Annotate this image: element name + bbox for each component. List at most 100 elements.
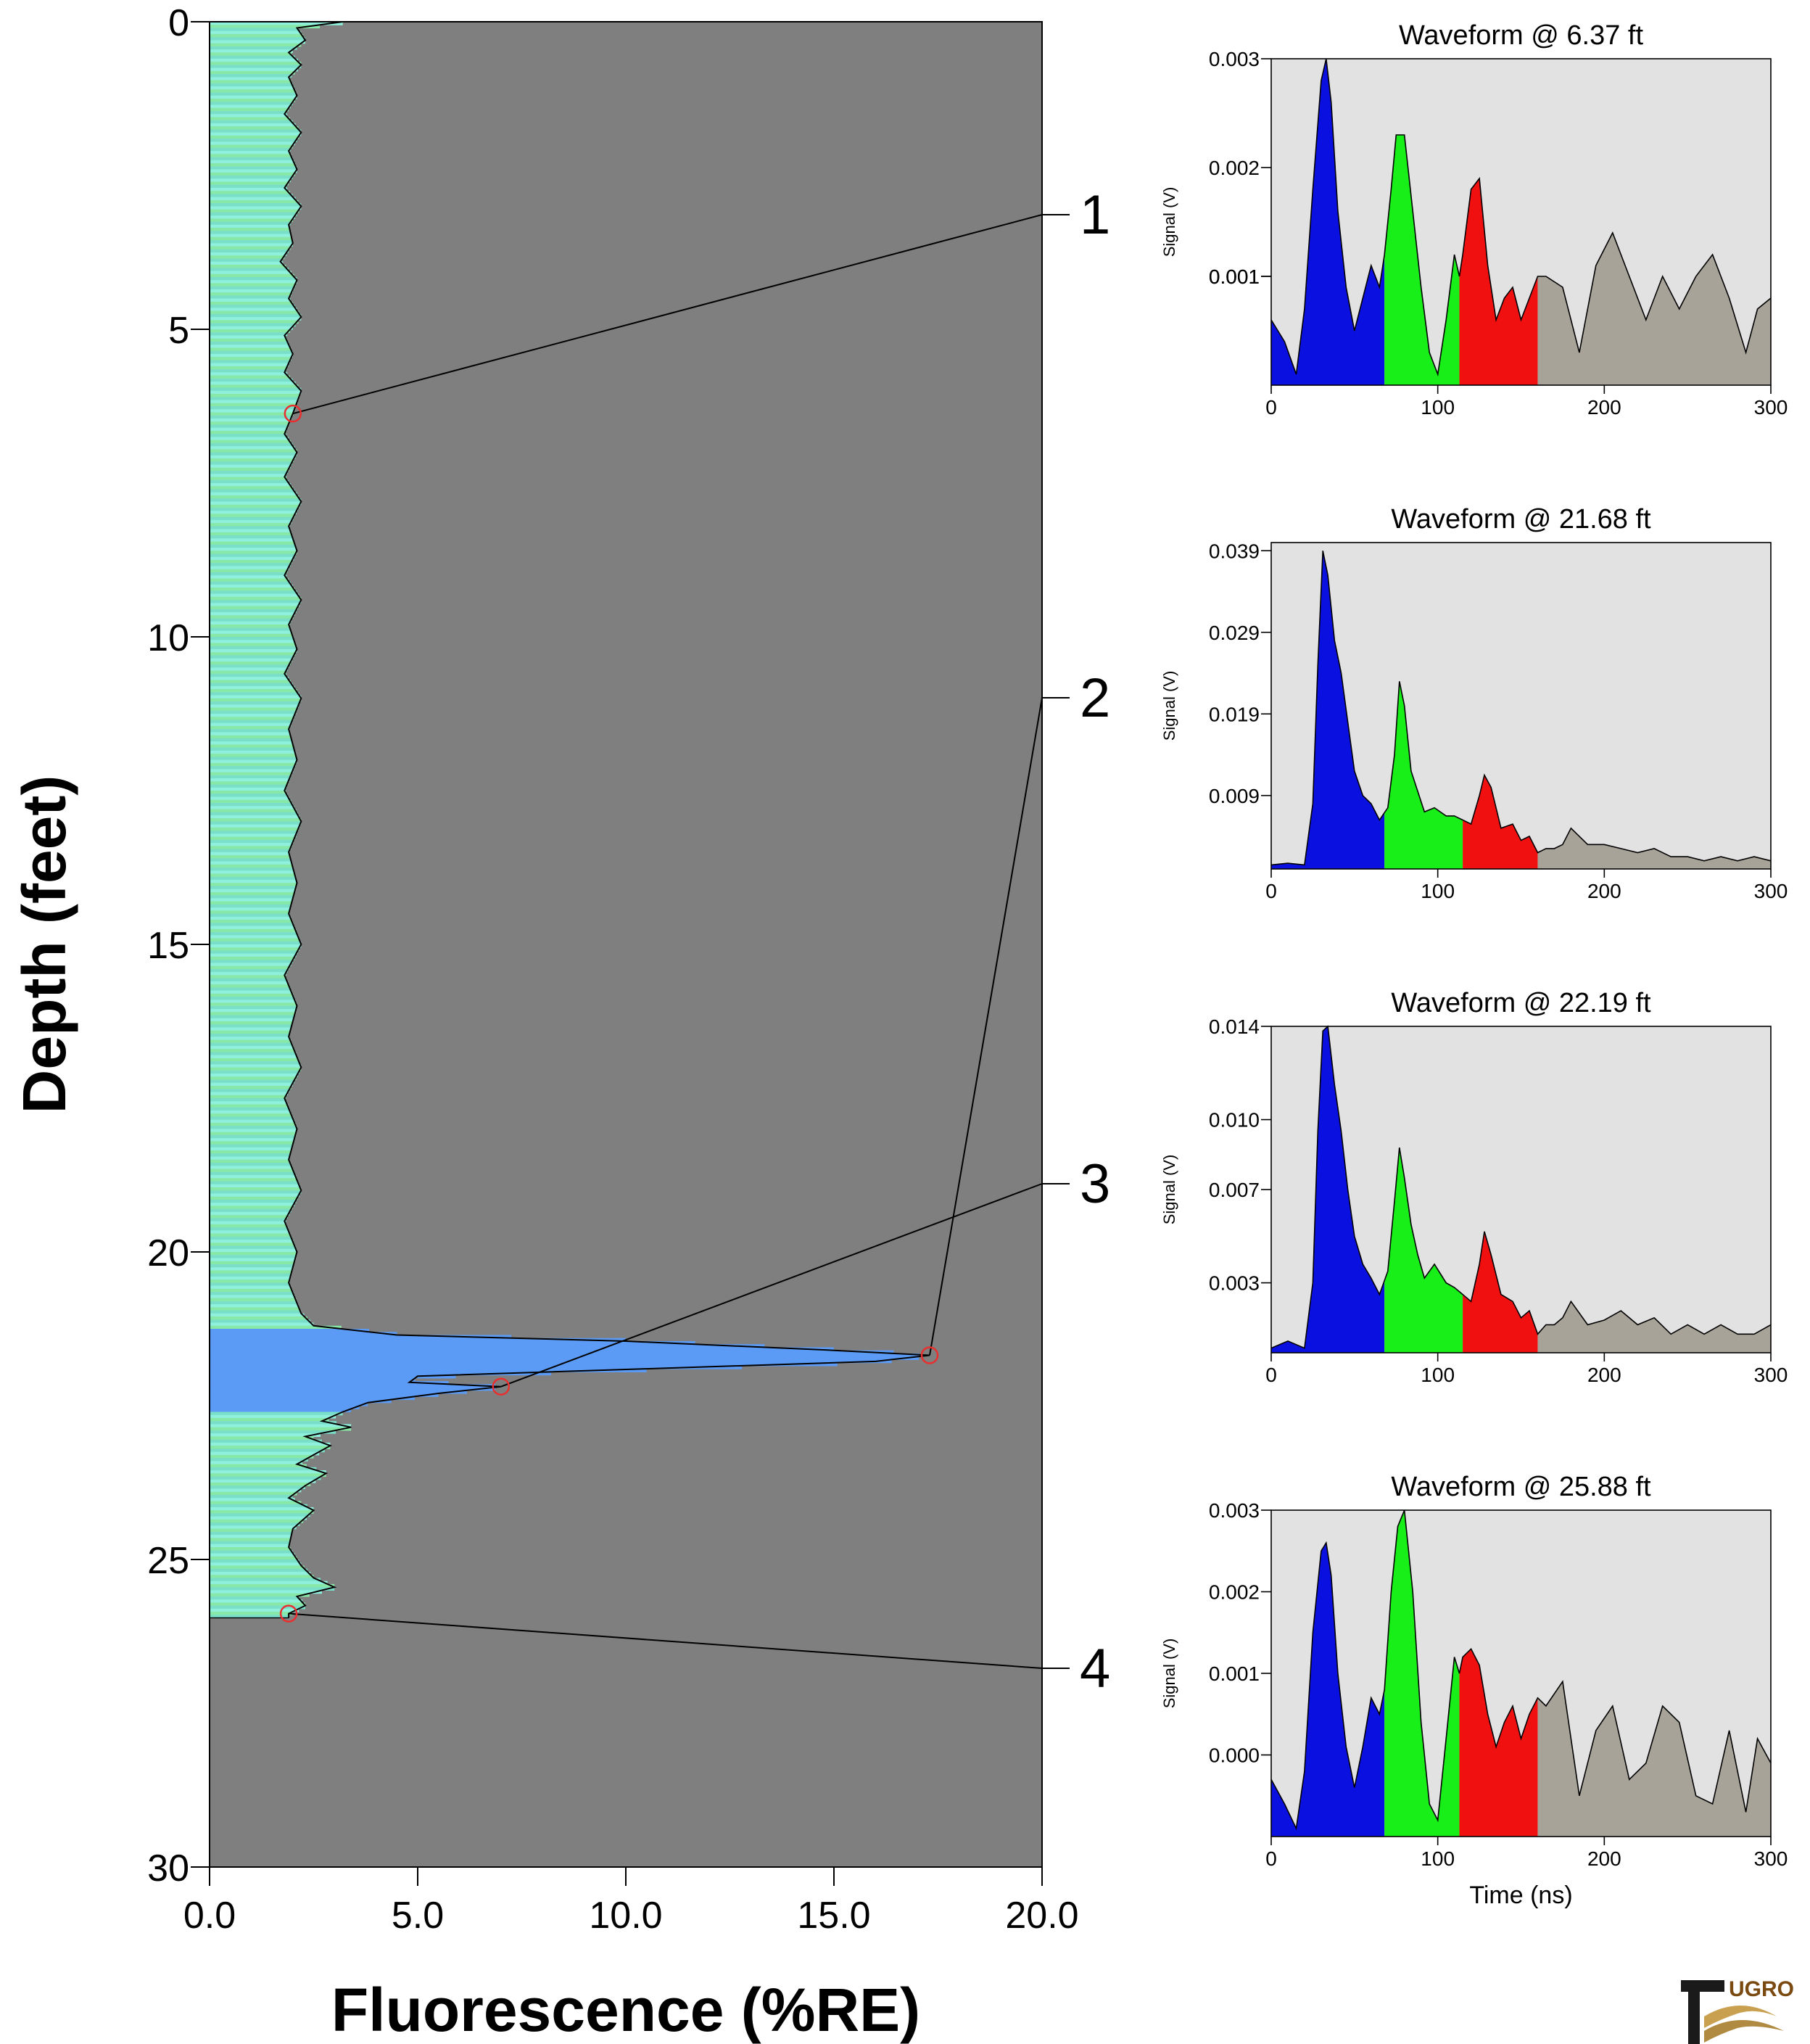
x-axis-title: Fluorescence (%RE) [331,1976,920,2044]
y-tick-label: 0.000 [1209,1744,1260,1767]
fill-band [210,1602,306,1607]
plot-background [210,22,1042,1867]
fill-band [210,295,290,300]
fill-band [210,184,287,189]
fill-band [210,406,296,410]
x-tick-label: 300 [1754,1847,1788,1870]
y-tick-label: 0.010 [1209,1109,1260,1132]
y-tick-label: 5 [168,310,189,352]
fill-band [210,43,302,47]
fill-band [210,139,297,142]
fill-band [210,1153,291,1158]
fill-band [210,424,289,429]
fill-band [210,62,302,65]
fill-band [210,280,297,284]
fill-band [210,514,295,518]
fill-band [210,1288,293,1293]
fill-band [210,1178,298,1182]
fill-band [210,812,298,816]
fill-band [210,725,290,730]
fill-band [210,22,343,25]
fill-band [210,757,297,761]
fill-band [210,831,298,834]
fill-band [210,898,293,902]
fill-band [210,993,294,997]
fill-band [210,33,304,38]
fill-band [210,1175,297,1179]
fill-band [210,1147,292,1151]
fill-band [210,1464,307,1468]
fill-band [210,932,298,936]
fill-band [210,231,291,235]
fill-band [210,421,290,426]
fill-band [210,615,294,619]
fill-band [210,507,298,511]
fill-band [210,1559,299,1563]
x-tick-label: 300 [1754,396,1788,419]
fill-band [210,566,289,570]
fill-band [210,762,296,767]
fill-band [210,901,292,905]
fill-band [210,1583,335,1588]
fill-band [210,1193,299,1198]
fill-band [210,1227,289,1231]
fill-band [210,1110,291,1114]
fill-band [210,1141,294,1145]
fill-band [210,590,297,595]
fill-band [210,197,296,201]
fill-band [210,643,297,647]
fill-band [210,1412,343,1416]
fill-band [210,255,285,260]
fill-band [210,640,295,644]
fill-band [210,1092,288,1096]
fill-band [210,1510,314,1514]
fill-band [210,569,288,573]
callout-line [500,1183,1043,1388]
fill-band [210,474,286,478]
fill-band [210,1494,293,1499]
fill-band [210,787,286,791]
fill-band [210,1009,297,1013]
fill-band [210,1129,297,1133]
fill-band [210,157,293,161]
fill-band [210,99,295,102]
fill-band [210,434,287,437]
fill-band [210,1433,321,1437]
fill-band [210,329,290,333]
fill-band [210,1264,294,1268]
fill-band [210,673,287,677]
fill-band [210,1221,286,1225]
fill-band [210,596,302,601]
fill-band [210,889,296,893]
waveform-title: Waveform @ 21.68 ft [1391,504,1651,535]
x-tick-label: 100 [1421,1847,1455,1870]
fill-band [210,1421,337,1425]
callout-label: 1 [1080,184,1110,246]
y-tick-label: 0.003 [1209,48,1260,70]
fill-band [210,1015,295,1019]
fill-band [210,1498,295,1502]
fill-band [210,1292,294,1295]
fill-band [210,1150,292,1154]
waveform-segment-fill [1537,1301,1771,1353]
fill-band [210,1402,368,1406]
waveform-segment-fill [1271,1026,1385,1353]
fill-band [210,1171,295,1176]
fill-band [210,172,295,176]
y-tick-label: 0.003 [1209,1272,1260,1295]
fill-band [210,1322,314,1327]
fill-band [210,1039,292,1044]
fill-band [210,440,291,444]
waveform-segment-fill [1463,775,1538,869]
fill-band [210,1442,331,1446]
fill-band [210,1132,297,1136]
x-tick-label: 0 [1265,1364,1277,1386]
fill-band [210,556,294,561]
fill-band [210,1187,302,1191]
fill-band [210,372,288,376]
y-tick-label: 0.001 [1209,1662,1260,1685]
fill-band [210,1451,320,1456]
fill-band [210,1390,467,1394]
y-tick-label: 0.019 [1209,703,1260,725]
fill-band [210,1325,342,1330]
